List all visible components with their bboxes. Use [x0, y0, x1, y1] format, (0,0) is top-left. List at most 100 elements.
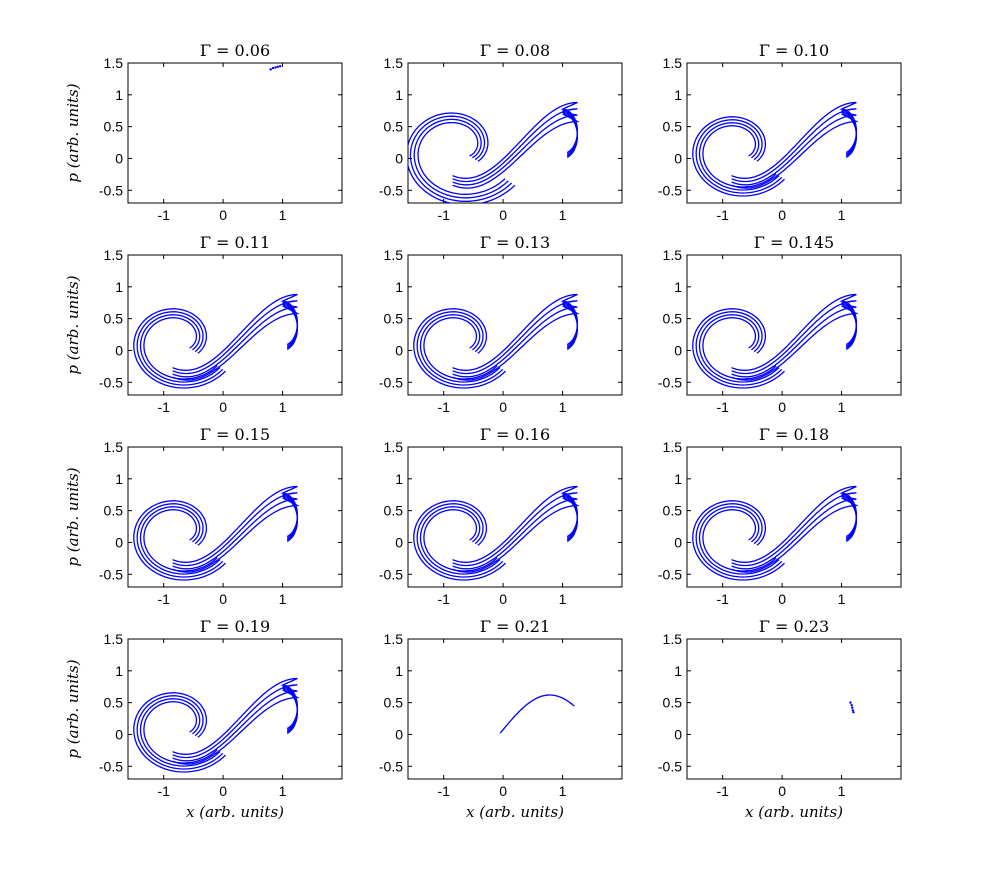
attractor-curve [172, 300, 299, 375]
attractor-curve [695, 119, 783, 194]
y-axis-label: p (arb. units) [64, 659, 82, 758]
y-tick-label: 1 [395, 663, 403, 679]
axes-frame [686, 254, 902, 396]
x-tick-label: 1 [279, 783, 287, 799]
y-tick-label: 0 [115, 534, 123, 550]
y-tick-label: 0 [395, 342, 403, 358]
y-tick-label: 0 [395, 150, 403, 166]
y-tick-label: 1.5 [384, 439, 404, 455]
attractor-curve [731, 485, 858, 563]
x-tick-label: 1 [838, 207, 846, 223]
y-tick-label: 1.5 [104, 631, 124, 647]
x-tick-label: 0 [778, 591, 786, 607]
y-tick-label: 1 [395, 471, 403, 487]
x-tick-label: 1 [559, 207, 567, 223]
y-tick-label: -0.5 [379, 182, 403, 198]
attractor-curve [452, 108, 579, 183]
data-point [851, 706, 854, 709]
x-tick-label: 0 [219, 399, 227, 415]
attractor-curve [698, 122, 780, 191]
x-tick-label: 0 [219, 207, 227, 223]
y-axis-label: p (arb. units) [64, 275, 82, 374]
attractor-curve [731, 108, 858, 183]
y-tick-label: 1 [674, 87, 682, 103]
panel-5: Γ = 0.13 -1 0 1 -0.5 0 0.5 1 1.5 [379, 233, 623, 415]
attractor-curve [172, 687, 299, 762]
attractor-curve [452, 101, 579, 179]
attractor-curve [408, 112, 516, 203]
data-point [850, 703, 853, 707]
plot-area [499, 694, 575, 734]
panel-title: Γ = 0.11 [200, 233, 270, 252]
x-tick-label: 0 [219, 591, 227, 607]
attractor-curve [172, 684, 299, 759]
x-tick-label: 0 [778, 399, 786, 415]
attractor-curve [409, 115, 513, 202]
attractor-curve [416, 311, 504, 386]
panel-title: Γ = 0.23 [759, 617, 829, 636]
panel-7: Γ = 0.15 -1 0 1 -0.5 0 0.5 1 1.5 p (arb. units) [64, 425, 343, 607]
attractor-curve [419, 314, 501, 383]
y-tick-label: 1.5 [104, 55, 124, 71]
x-tick-label: 0 [499, 207, 507, 223]
data-point [269, 68, 272, 71]
plot-area [692, 293, 859, 389]
attractor-curve [416, 503, 504, 578]
y-axis-label: p (arb. units) [64, 467, 82, 566]
x-tick-label: 1 [838, 591, 846, 607]
axes-frame [407, 254, 623, 396]
attractor-curve [413, 500, 506, 581]
x-tick-label: 0 [219, 783, 227, 799]
x-tick-label: -1 [157, 783, 170, 799]
attractor-curve [417, 121, 506, 195]
y-tick-label: -0.5 [379, 566, 403, 582]
plot-area [133, 485, 300, 581]
y-tick-label: 1.5 [104, 247, 124, 263]
x-tick-label: 1 [279, 207, 287, 223]
x-tick-label: -1 [716, 591, 729, 607]
axes-frame [686, 62, 902, 204]
y-tick-label: 0.5 [104, 695, 124, 711]
plot-area [692, 101, 859, 197]
y-tick-label: 1 [115, 87, 123, 103]
y-tick-label: 1.5 [384, 631, 404, 647]
x-tick-label: 0 [778, 783, 786, 799]
attractor-curve [452, 492, 579, 567]
x-tick-label: 1 [559, 783, 567, 799]
y-tick-label: 1.5 [384, 247, 404, 263]
attractor-curve [172, 677, 299, 755]
y-tick-label: 1 [115, 279, 123, 295]
attractor-curve [133, 692, 226, 773]
y-tick-label: 0 [674, 342, 682, 358]
y-tick-label: 1 [115, 663, 123, 679]
attractor-curve [452, 303, 579, 378]
attractor-curve [133, 308, 226, 389]
data-point [852, 710, 855, 714]
axes-frame [127, 62, 343, 204]
y-tick-label: -0.5 [379, 758, 403, 774]
x-tick-label: 0 [499, 783, 507, 799]
plot-area [413, 485, 580, 581]
attractor-curve [172, 495, 299, 570]
x-tick-label: -1 [157, 591, 170, 607]
x-tick-label: -1 [157, 207, 170, 223]
attractor-curve [452, 485, 579, 563]
y-tick-label: 0 [674, 534, 682, 550]
y-tick-label: 0.5 [384, 695, 404, 711]
y-tick-label: 0 [115, 342, 123, 358]
plot-area [133, 677, 300, 773]
y-tick-label: 0.5 [384, 503, 404, 519]
x-tick-label: -1 [437, 783, 450, 799]
y-tick-label: 0.5 [384, 119, 404, 135]
panel-10: Γ = 0.19 -1 0 1 -0.5 0 0.5 1 1.5 p (arb. units) x … [64, 617, 343, 821]
y-tick-label: 0 [395, 534, 403, 550]
attractor-curve [413, 308, 506, 389]
y-tick-label: 0.5 [104, 119, 124, 135]
axes-frame [407, 638, 623, 780]
attractor-curve [695, 311, 783, 386]
x-tick-label: 1 [838, 783, 846, 799]
panel-title: Γ = 0.08 [480, 41, 550, 60]
panel-4: Γ = 0.11 -1 0 1 -0.5 0 0.5 1 1.5 p (arb. units) [64, 233, 343, 415]
y-tick-label: 0.5 [384, 311, 404, 327]
